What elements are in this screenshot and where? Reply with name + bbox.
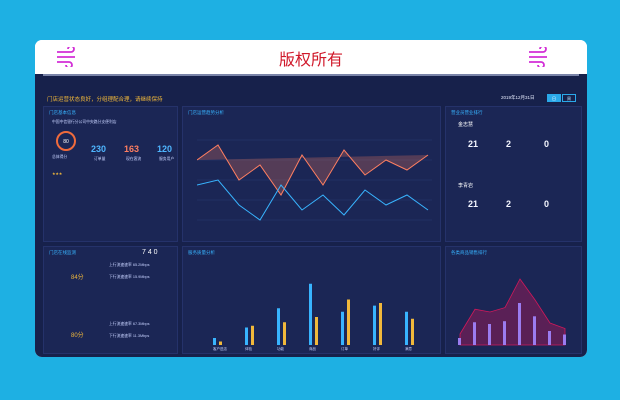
panel-title: 营业员营业排行	[451, 111, 483, 116]
bar	[245, 327, 248, 345]
bar	[251, 325, 254, 345]
bar	[503, 321, 506, 345]
x-tick-label: 体验	[245, 346, 252, 351]
trend-series	[197, 179, 429, 221]
sales-area	[459, 278, 566, 346]
panel-title: 各类商品销售排行	[451, 251, 487, 256]
device-down: 下行流速速率 11.3Mbps	[109, 334, 150, 338]
divider	[43, 74, 579, 76]
stat-value: 163	[124, 144, 140, 154]
stat-label: 订单量	[94, 157, 106, 161]
quality-chart: 客户进店 体验 功能 商品 订单 好评 满意	[213, 283, 414, 351]
bar	[373, 305, 376, 345]
notice-text: 门店运营状态良好，分组理配合理，请继续保持	[47, 97, 163, 103]
rank-value: 2	[506, 199, 512, 209]
day-button[interactable]: 日	[547, 94, 561, 102]
device-score: 80分	[71, 333, 84, 339]
online-panel: 门店在线监测 7 4 0 84分 上行流速速率 65.2Mbps 下行流速速率 …	[43, 246, 178, 354]
bar	[473, 322, 476, 345]
bar	[283, 322, 286, 345]
bar	[548, 331, 551, 345]
x-tick-label: 满意	[405, 346, 413, 351]
device-up: 上行流速速率 67.3Mbps	[109, 322, 150, 326]
x-tick-label: 客户进店	[213, 346, 227, 351]
rank-value: 2	[506, 139, 512, 149]
week-button[interactable]: 周	[562, 94, 576, 102]
date-label: 2019年12月31日	[501, 95, 535, 100]
panel-title: 门店在线监测	[49, 251, 76, 256]
stat-label: 服务用户	[159, 157, 175, 161]
x-tick-label: 订单	[341, 346, 349, 351]
device-up: 上行流速速率 65.2Mbps	[109, 263, 150, 267]
bar	[219, 341, 222, 345]
person-name: 李青岩	[458, 183, 474, 189]
bar	[213, 338, 216, 345]
bar	[347, 299, 350, 345]
ranking-panel: 营业员营业排行 金志慧 李青岩 21 2 0 21 2 0	[445, 106, 582, 242]
rank-value: 21	[468, 139, 479, 149]
bar	[563, 334, 566, 345]
bar	[518, 303, 521, 345]
stat-value: 230	[91, 144, 107, 154]
dashboard-card: 版权所有 门店运营状态良好，分组理配合理，请继续保持 2019年12月31日 日…	[35, 40, 587, 357]
page-title: 版权所有	[278, 50, 343, 69]
store-name: 中国中信银行分公司中央路分支便利店	[52, 120, 117, 124]
dashboard: 门店运营状态良好，分组理配合理，请继续保持 2019年12月31日 日 周 门店…	[35, 74, 587, 357]
bar	[411, 318, 414, 345]
panel-title: 门店基本信息	[49, 111, 76, 116]
rating-stars: ★★★	[52, 172, 63, 176]
device-down: 下行流速速率 15.9Mbps	[109, 275, 150, 279]
bar	[315, 317, 318, 345]
bar	[277, 308, 280, 345]
stat-label: 现在客流	[126, 157, 142, 161]
trend-chart	[197, 139, 432, 221]
x-tick-label: 好评	[373, 346, 381, 351]
stat-value: 120	[157, 144, 173, 154]
bar	[309, 283, 312, 345]
score-gauge: 80	[56, 131, 76, 151]
gauge-label: 总体得分	[52, 155, 68, 159]
person-name: 金志慧	[458, 122, 474, 128]
rank-value: 21	[468, 199, 479, 209]
rank-value: 0	[544, 139, 550, 149]
bar	[405, 311, 408, 345]
sales-panel: 各类商品销售排行	[445, 246, 582, 354]
quality-panel: 服务质量分析 客户进店 体验 功能 商品 订单 好评 满意	[182, 246, 441, 354]
trend-series	[197, 144, 429, 196]
bar	[379, 303, 382, 345]
bar	[341, 311, 344, 345]
rank-value: 0	[544, 199, 550, 209]
panel-title: 门店运营趋势分析	[188, 111, 224, 116]
sales-chart	[458, 278, 566, 346]
bar	[458, 338, 461, 345]
device-score: 84分	[71, 275, 84, 281]
trend-panel: 门店运营趋势分析	[182, 106, 441, 242]
wind-icon	[57, 47, 75, 67]
x-tick-label: 功能	[277, 346, 285, 351]
bar	[533, 316, 536, 345]
x-tick-label: 商品	[309, 346, 317, 351]
store-info-panel: 门店基本信息 中国中信银行分公司中央路分支便利店 80 总体得分 230 163…	[43, 106, 178, 242]
page-header: 版权所有	[35, 40, 587, 74]
bar	[488, 324, 491, 345]
wind-icon	[529, 47, 547, 67]
panel-title: 服务质量分析	[188, 251, 215, 256]
online-count: 7 4 0	[142, 249, 158, 256]
svg-text:80: 80	[63, 139, 69, 145]
